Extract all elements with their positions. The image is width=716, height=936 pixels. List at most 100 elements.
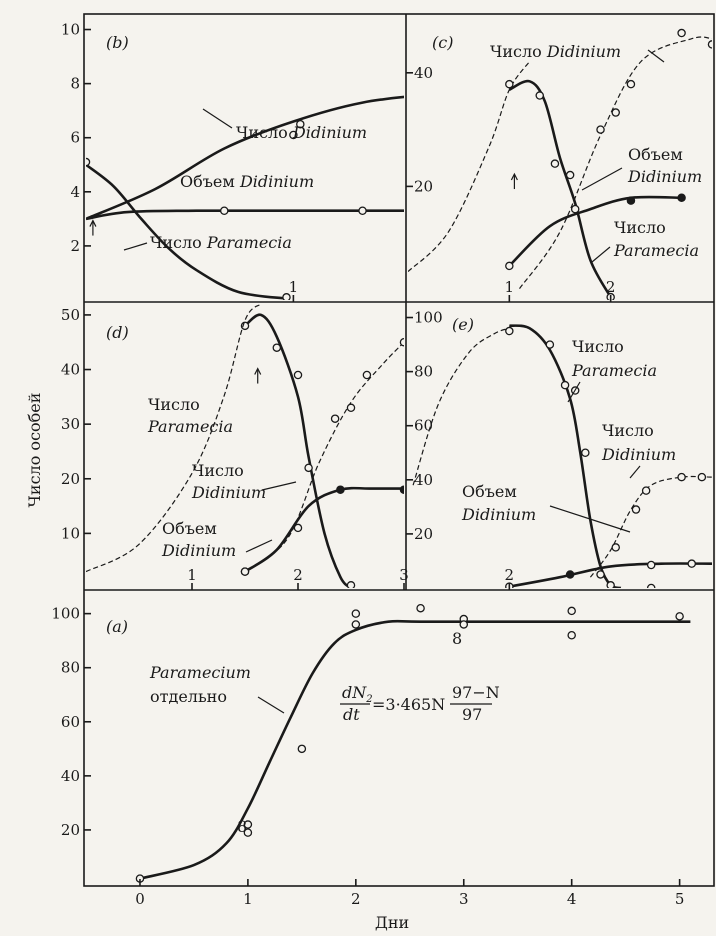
e-volume-arrow: [549, 505, 631, 533]
panel-a: 20 40 60 80 100 0 1 2 3 4 5: [51, 603, 691, 908]
e-paramecia-arrow: [567, 381, 581, 403]
panel-e-series-1-point: [606, 581, 615, 588]
panel-e-ytick-label: 80: [414, 363, 433, 381]
panel-c-series-1-point: [611, 108, 620, 117]
panel-d-series-2-point: [346, 403, 356, 413]
panel-a-xtick-label: 4: [567, 890, 577, 908]
b-paramecia-arrow: [123, 242, 148, 251]
panel-b-series-2-point: [86, 157, 91, 167]
panel-e-series-3-point-filled: [565, 570, 575, 579]
d-paramecia-label: Число: [148, 395, 200, 414]
panel-b-series-1-point: [358, 206, 367, 215]
c-volume-label-it: Didinium: [627, 167, 702, 186]
panel-c-series-3-point: [565, 170, 575, 180]
panel-a-ytick-label: 80: [61, 659, 80, 677]
panel-c-series-3-point: [570, 204, 580, 214]
panel-c-series-1-point: [707, 40, 712, 49]
panel-e-series-2-point: [697, 472, 707, 482]
panel-e: 20 40 60 80 100 2: [406, 309, 712, 590]
panel-d-start-arrowhead: [254, 367, 262, 375]
b-didinium-volume-label: Объем Didinium: [180, 172, 314, 191]
panel-b-start-arrowhead: [89, 219, 97, 227]
a-eq-lhs-den: dt: [343, 705, 360, 724]
a-paramecium-arrow: [257, 696, 285, 714]
panel-c-series-3-line: [508, 79, 612, 298]
c-volume-label: Объем: [628, 145, 683, 164]
panel-d-series-3-line: [244, 486, 404, 573]
panel-d-tag: (d): [106, 323, 129, 342]
c-didinium-count-label: Число Didinium: [490, 42, 621, 61]
panel-d-ytick-label: 40: [61, 361, 80, 379]
outer-frame: [83, 13, 715, 887]
panel-a-xtick-label: 2: [351, 890, 361, 908]
panel-d-series-1-line: [86, 304, 262, 573]
e-paramecia-label-it: Paramecia: [571, 361, 657, 380]
panel-e-series-1-point: [505, 326, 514, 336]
panel-a-series-0-point: [351, 620, 361, 629]
a-eq-lhs-num: dN2: [342, 683, 373, 705]
panel-e-series-1-point: [560, 380, 570, 390]
panel-b: 2 4 6 8 10 1: [61, 21, 504, 302]
panel-a-series-0-point: [297, 744, 307, 754]
panel-a-ytick-label: 60: [61, 713, 80, 731]
a-eight-label-1: 8: [237, 817, 247, 836]
panel-b-plot: [86, 91, 504, 300]
panel-c-series-1-point: [677, 28, 686, 38]
d-didinium-label: Число: [192, 461, 244, 480]
panel-b-series-1-point: [497, 207, 504, 214]
e-paramecia-label: Число: [572, 337, 624, 356]
panel-e-series-3-line: [509, 562, 712, 588]
panel-e-ytick-label: 40: [414, 471, 433, 489]
e-didinium-label: Число: [602, 421, 654, 440]
panel-c-series-3-point: [550, 159, 560, 168]
panel-a-series-0-point: [567, 631, 576, 640]
panel-c-series-0-line: [408, 61, 531, 273]
panel-a-plot: [135, 603, 691, 883]
panel-a-series-0-point: [243, 828, 253, 837]
panel-e-series-2-point: [631, 505, 641, 514]
panel-c: 20 40 1 2: [406, 28, 712, 302]
panel-c-series-2-line: [508, 195, 682, 267]
panel-e-series-3-point: [646, 560, 656, 570]
panel-d-ytick-label: 50: [61, 306, 80, 324]
d-didinium-arrow: [261, 481, 297, 491]
panel-a-series-0-point: [567, 606, 576, 616]
panel-e-ytick-label: 100: [414, 309, 443, 327]
a-paramecium-label: Paramecium: [149, 663, 251, 682]
panel-a-series-0-point: [459, 620, 469, 629]
panel-e-series-1-point: [581, 448, 590, 458]
d-didinium-label-it: Didinium: [191, 483, 266, 502]
panel-c-series-2-point-filled: [677, 193, 686, 203]
b-paramecia-count-label: Число Paramecia: [150, 233, 292, 252]
panel-a-xtick-label: 5: [675, 890, 685, 908]
panel-d-series-2-line: [244, 341, 404, 573]
panel-d-series-3-point-filled: [336, 485, 345, 494]
panel-b-ytick-label: 2: [70, 237, 80, 255]
panel-d-series-3-point-filled: [399, 485, 404, 494]
panel-b-series-0-point: [289, 130, 298, 140]
panel-b-series-0-point: [428, 91, 435, 98]
panel-b-series-2-point: [282, 293, 291, 300]
e-volume-label-it: Didinium: [461, 505, 536, 524]
c-paramecia-label-it: Paramecia: [613, 241, 699, 260]
panel-d-xtick-label: 1: [187, 566, 197, 584]
panel-e-series-2-point: [677, 472, 686, 482]
panel-b-ytick-label: 10: [61, 21, 80, 39]
panel-b-xtick-label: 1: [289, 278, 299, 296]
panel-a-series-0-line: [139, 619, 691, 880]
panel-c-plot: [408, 28, 712, 300]
c-didinium-arrow: [647, 49, 665, 63]
panel-b-ytick-label: 4: [70, 183, 80, 201]
panel-c-series-1-point: [596, 125, 605, 134]
panel-d-xtick-label: 2: [293, 566, 303, 584]
panel-e-series-1-line: [509, 324, 622, 588]
panel-c-xtick-label: 2: [606, 278, 616, 296]
panel-b-series-2-line: [86, 163, 287, 300]
panel-d-series-2-point: [362, 370, 372, 380]
c-paramecia-arrow: [591, 246, 611, 263]
panel-b-series-1-line: [86, 209, 404, 221]
d-volume-label-it: Didinium: [161, 541, 236, 560]
d-volume-label: Объем: [162, 519, 217, 538]
panel-b-series-1-point: [220, 206, 229, 215]
